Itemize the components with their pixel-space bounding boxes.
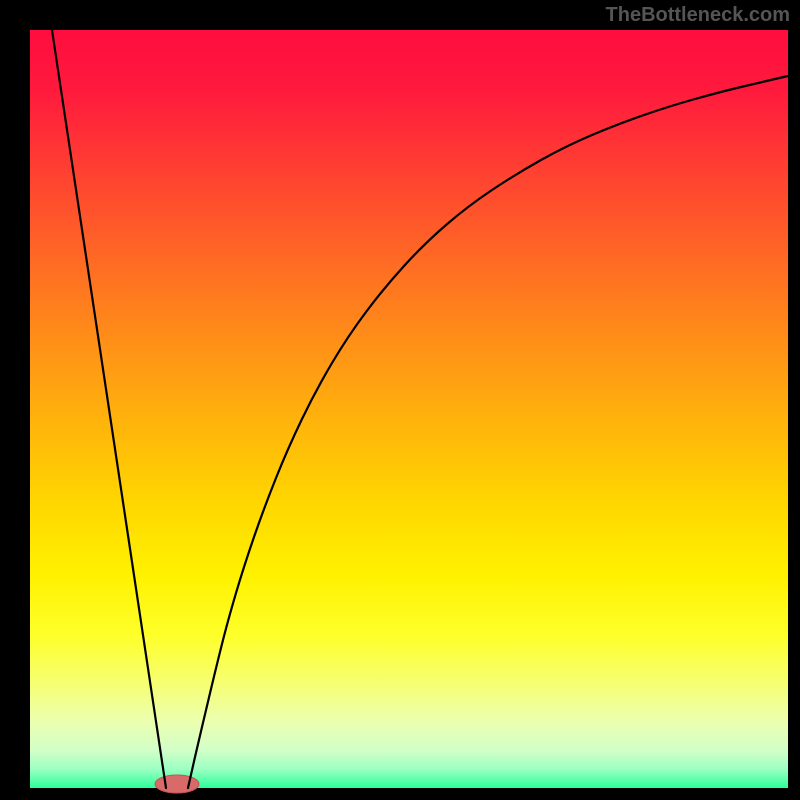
chart-svg [0, 0, 800, 800]
watermark-text: TheBottleneck.com [606, 4, 790, 27]
chart-container: TheBottleneck.com [0, 0, 800, 800]
chart-plot-area [30, 30, 788, 788]
valley-marker [155, 775, 199, 793]
